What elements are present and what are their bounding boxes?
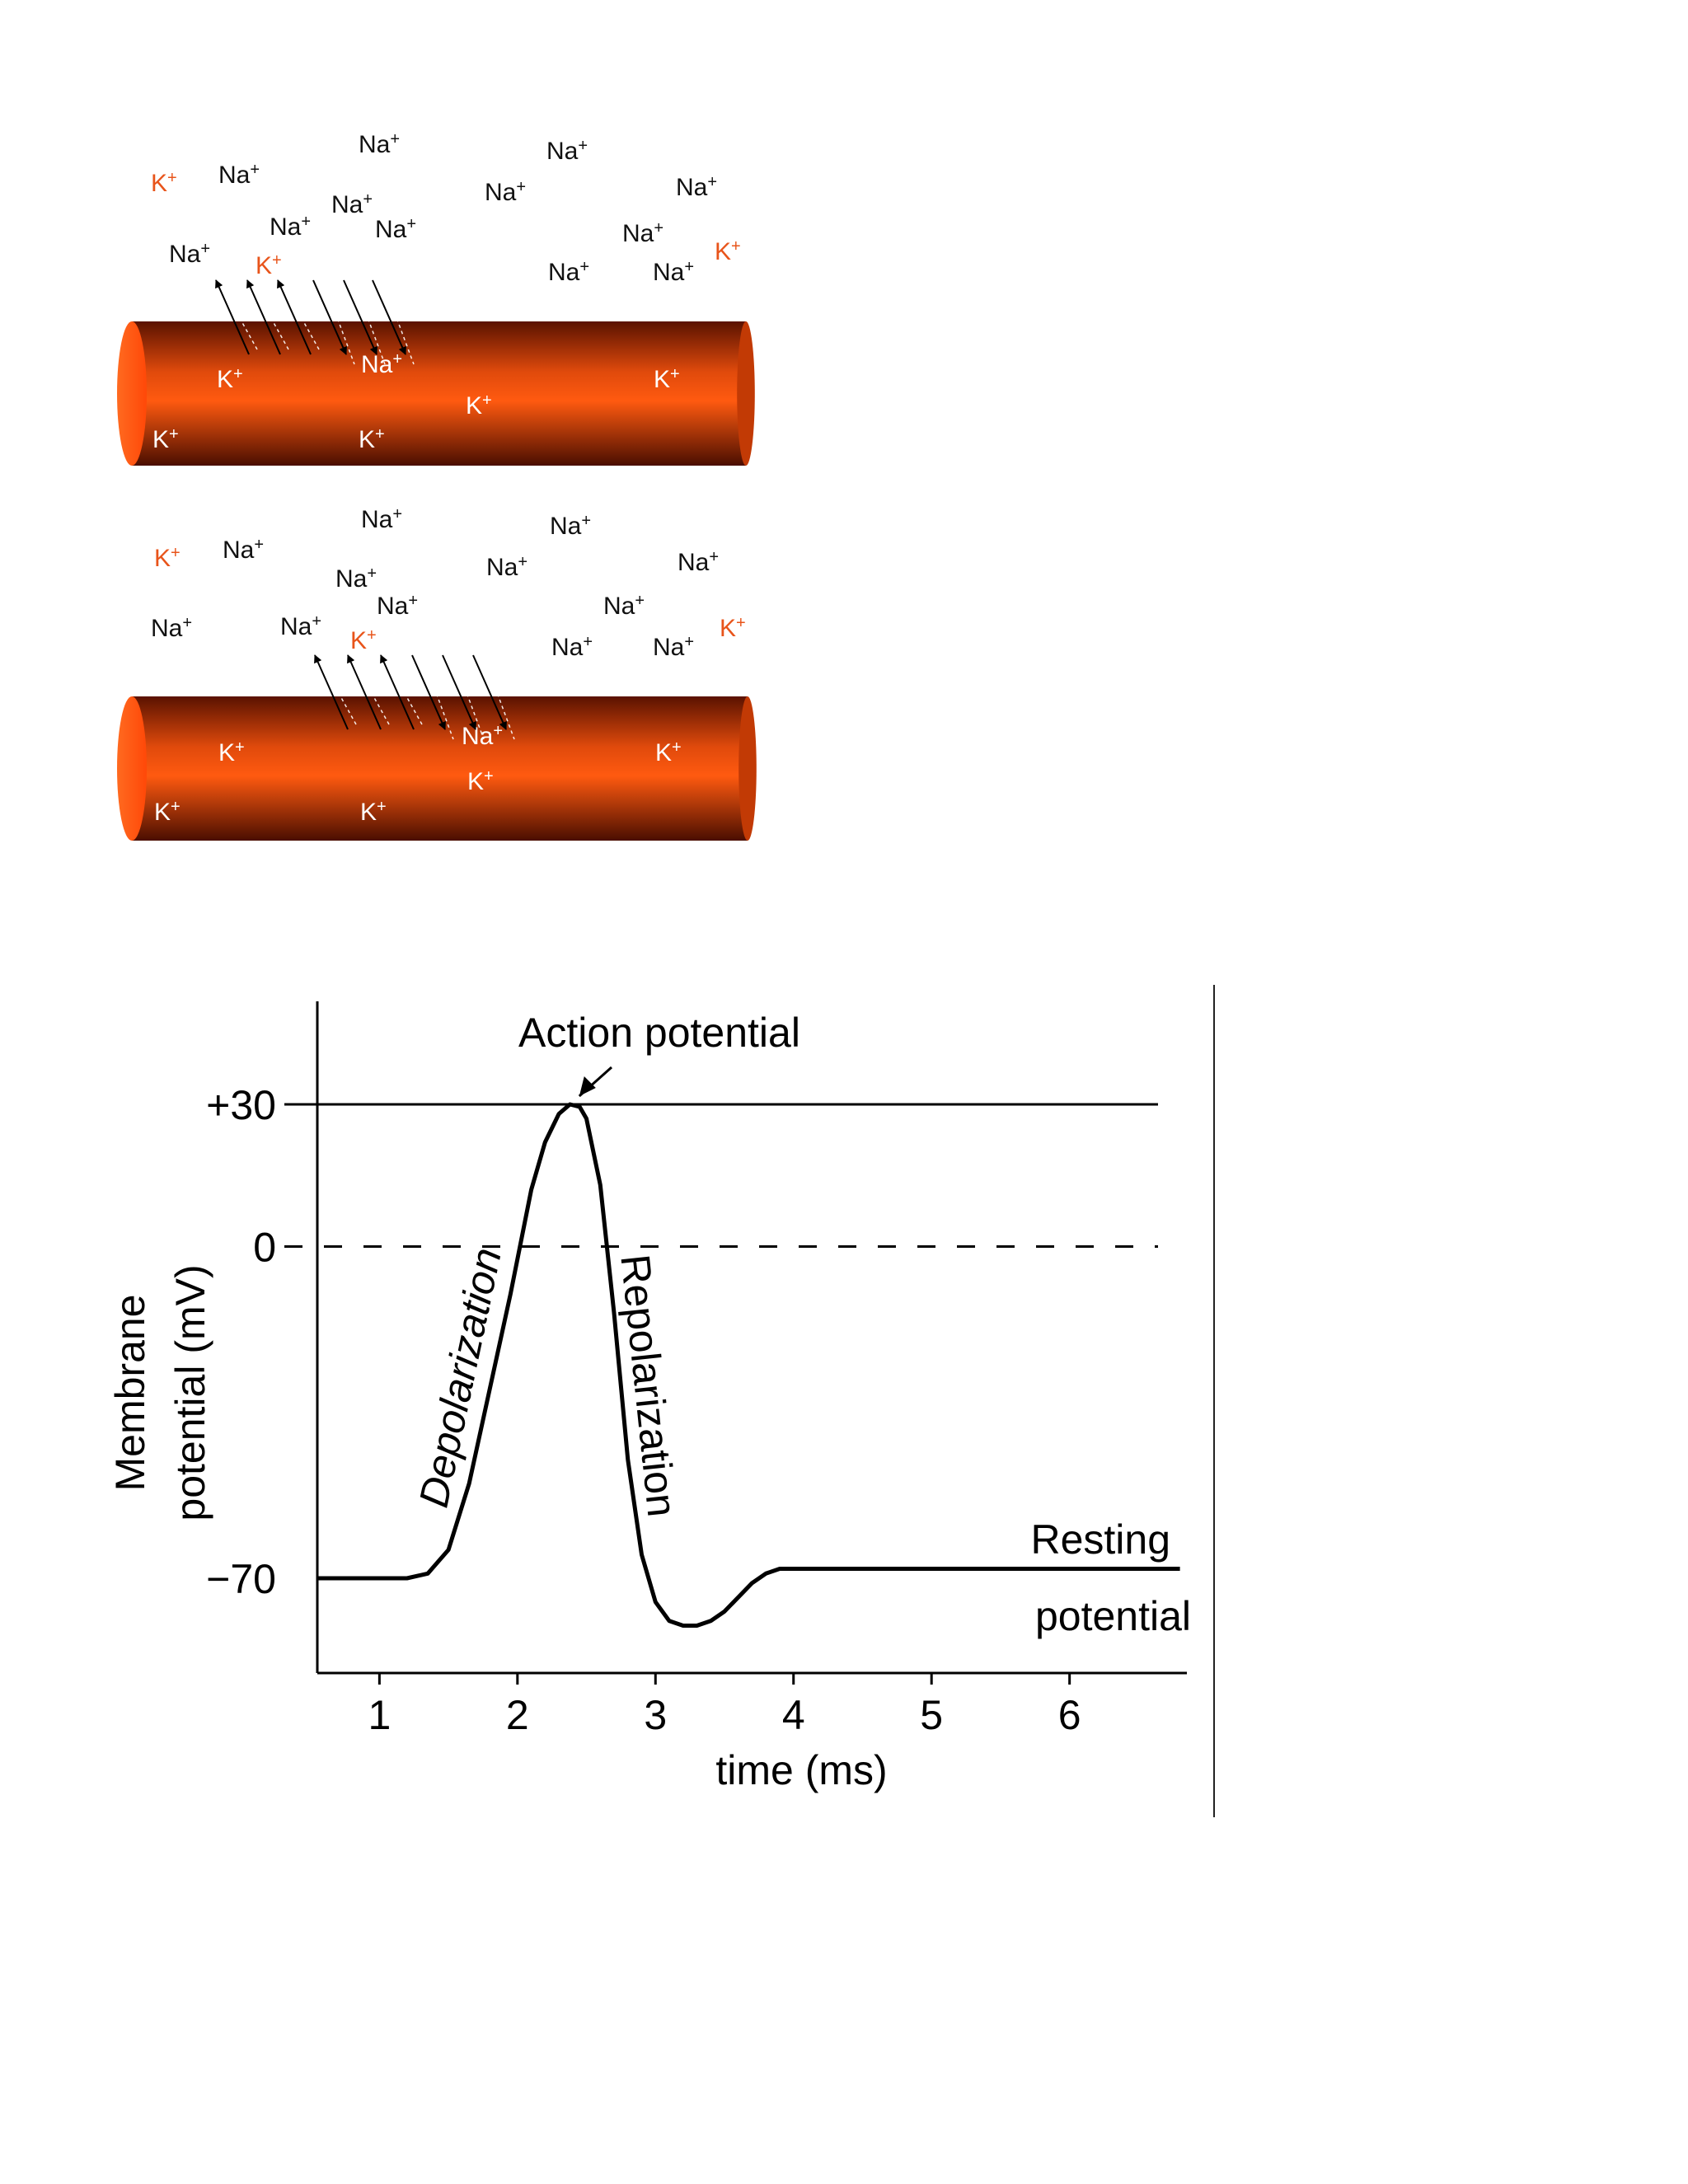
ion-na-outside: Na+ (486, 553, 528, 581)
ion-k-outside: K+ (154, 544, 181, 572)
ion-k-outside: K+ (256, 251, 282, 279)
ion-flow-trace (321, 274, 355, 365)
ion-na-outside: Na+ (622, 219, 663, 247)
x-tick-label: 1 (368, 1692, 391, 1738)
y-axis-label-line2: potential (mV) (167, 1264, 213, 1521)
ion-flow-trace (420, 649, 454, 740)
ion-na-outside: Na+ (151, 614, 192, 642)
ion-na-outside: Na+ (169, 240, 210, 268)
ion-na-outside: Na+ (377, 592, 418, 620)
axon-panel-resting: Na+Na+K+Na+Na+Na+Na+Na+Na+Na+K+Na+K+Na+ N… (117, 130, 755, 466)
ion-flow-arrow (312, 279, 347, 355)
ion-k-outside: K+ (151, 169, 177, 197)
annotation-arrowhead (579, 1076, 596, 1096)
ion-na-outside: Na+ (551, 633, 593, 661)
ion-flow-trace (355, 664, 390, 725)
y-tick-label: +30 (206, 1082, 276, 1128)
ion-flow-arrow (215, 279, 250, 355)
ion-flow-arrow (314, 654, 349, 730)
ion-na-inside: Na+ (361, 350, 402, 378)
ion-k-outside: K+ (350, 626, 377, 654)
ion-na-outside: Na+ (359, 130, 400, 158)
axon-body (132, 321, 746, 466)
ion-flow-trace (255, 289, 289, 350)
ion-flow-arrow (442, 654, 476, 730)
ion-flow-trace (388, 664, 423, 725)
ion-flow-arrow (472, 654, 507, 730)
annotation-depolarization: Depolarization (410, 1244, 510, 1511)
annotation-resting-line1: Resting (1030, 1516, 1170, 1563)
ion-na-outside: Na+ (485, 178, 526, 206)
ion-flow-trace (450, 649, 485, 740)
ion-flow-arrow (246, 279, 281, 355)
ion-flow-trace (380, 274, 415, 365)
ion-flow-arrow (372, 279, 406, 355)
ion-na-outside: Na+ (603, 592, 645, 620)
ion-na-outside: Na+ (218, 161, 260, 189)
x-tick-label: 5 (920, 1692, 943, 1738)
x-tick-label: 3 (644, 1692, 667, 1738)
x-tick-label: 4 (782, 1692, 805, 1738)
ion-k-outside: K+ (720, 614, 746, 642)
ion-flow-arrow (343, 279, 377, 355)
annotation-action-potential: Action potential (518, 1010, 800, 1056)
axon-ion-diagram: Na+Na+K+Na+Na+Na+Na+Na+Na+Na+K+Na+K+Na+ N… (117, 130, 757, 841)
ion-na-outside: Na+ (335, 565, 377, 593)
annotation-resting-line2: potential (1035, 1593, 1191, 1639)
ion-na-outside: Na+ (375, 215, 416, 243)
y-tick-label: −70 (206, 1556, 276, 1602)
ion-flow-arrow (277, 279, 312, 355)
ion-flow-arrow (380, 654, 415, 730)
x-tick-label: 2 (506, 1692, 529, 1738)
y-tick-label: 0 (253, 1225, 276, 1271)
ion-flow-trace (285, 289, 320, 350)
ion-na-outside: Na+ (653, 258, 694, 286)
ion-flow-trace (322, 664, 357, 725)
axon-body (132, 696, 748, 841)
ion-flow-trace (481, 649, 515, 740)
membrane-potential-curve (317, 1102, 1180, 1628)
ion-k-inside: K+ (467, 767, 494, 795)
ion-na-outside: Na+ (550, 512, 591, 540)
ion-na-outside: Na+ (678, 548, 719, 576)
right-border-line (1213, 985, 1215, 1817)
axon-panel-propagating: Na+Na+K+Na+Na+Na+Na+Na+Na+ Na+Na+K+ Na+ Na+… (117, 505, 757, 841)
ion-flow-arrow (347, 654, 382, 730)
x-tick-label: 6 (1058, 1692, 1081, 1738)
ion-na-outside: Na+ (331, 190, 373, 218)
ion-flow-trace (223, 289, 258, 350)
axon-cap-left (117, 321, 147, 466)
ion-na-outside: Na+ (223, 536, 264, 564)
x-axis-label: time (ms) (715, 1747, 887, 1793)
ion-na-outside: Na+ (653, 633, 694, 661)
ion-flow-trace (351, 274, 386, 365)
ion-na-outside: Na+ (546, 137, 588, 165)
y-axis-label-line1: Membrane (107, 1295, 153, 1492)
ion-flow-arrow (411, 654, 446, 730)
ion-na-outside: Na+ (280, 612, 321, 640)
action-potential-chart: +30 0 −70 1 2 3 4 5 6 time (ms) Membrane potential … (107, 1001, 1191, 1793)
ion-na-outside: Na+ (676, 173, 717, 201)
ion-na-outside: Na+ (548, 258, 589, 286)
axon-cap-right (737, 321, 755, 466)
ion-k-outside: K+ (715, 237, 741, 265)
axon-cap-right (738, 696, 757, 841)
ion-na-outside: Na+ (270, 213, 311, 241)
ion-na-outside: Na+ (361, 505, 402, 533)
axon-cap-left (117, 696, 147, 841)
